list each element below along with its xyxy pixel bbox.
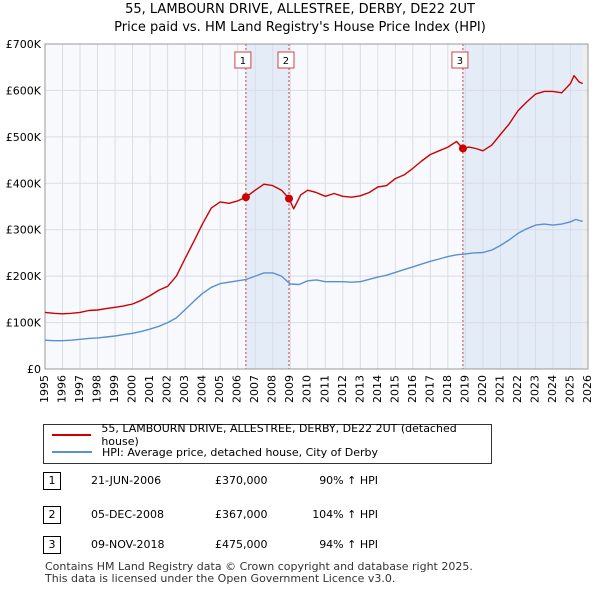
x-tick-label: 2008	[266, 375, 279, 403]
y-tick-label: £700K	[6, 38, 42, 51]
y-tick-label: £100K	[6, 317, 42, 330]
shaded-period-1	[245, 44, 289, 369]
x-tick-label: 2011	[318, 375, 331, 403]
projection-region	[582, 44, 588, 369]
y-tick-label: £400K	[6, 177, 42, 190]
sale-marker-label: 1	[240, 56, 246, 67]
footer-attribution: Contains HM Land Registry data © Crown c…	[45, 561, 473, 585]
sale-point	[284, 194, 293, 203]
sale-hpi-change: 104% ↑ HPI	[312, 508, 378, 521]
y-tick-label: £0	[27, 363, 41, 376]
x-tick-label: 2018	[441, 375, 454, 403]
x-tick-label: 2004	[196, 375, 209, 403]
y-tick-label: £600K	[6, 84, 42, 97]
sale-hpi-change: 90% ↑ HPI	[319, 474, 378, 487]
sale-marker-box	[234, 51, 252, 69]
sale-row: 2 05-DEC-2008 £367,000 104% ↑ HPI	[43, 506, 403, 526]
sale-row: 1 21-JUN-2006 £370,000 90% ↑ HPI	[43, 472, 403, 492]
shaded-period-2	[462, 44, 583, 369]
legend-swatch-property	[52, 434, 92, 436]
legend-entry-hpi: HPI: Average price, detached house, City…	[52, 444, 378, 460]
sale-number-badge: 2	[43, 506, 61, 524]
x-tick-label: 2010	[301, 375, 314, 403]
sale-number-badge: 3	[43, 536, 61, 554]
sale-hpi-change: 94% ↑ HPI	[319, 538, 378, 551]
sale-date: 21-JUN-2006	[91, 474, 162, 487]
sale-price: £475,000	[215, 538, 268, 551]
x-tick-label: 2014	[371, 375, 384, 403]
sale-marker-label: 3	[457, 56, 463, 67]
y-tick-label: £500K	[6, 131, 42, 144]
legend-label-property: 55, LAMBOURN DRIVE, ALLESTREE, DERBY, DE…	[101, 422, 457, 448]
x-tick-label: 2021	[493, 375, 506, 403]
y-tick-label: £200K	[6, 270, 42, 283]
chart-title: 55, LAMBOURN DRIVE, ALLESTREE, DERBY, DE…	[125, 2, 475, 17]
x-tick-label: 1999	[108, 375, 121, 403]
x-tick-label: 2026	[581, 375, 594, 403]
footer-line-2: This data is licensed under the Open Gov…	[45, 572, 396, 585]
x-tick-label: 2024	[546, 375, 559, 403]
x-tick-label: 2006	[231, 375, 244, 403]
plot-frame	[44, 43, 589, 370]
sale-row: 3 09-NOV-2018 £475,000 94% ↑ HPI	[43, 536, 403, 556]
x-tick-label: 1995	[38, 375, 51, 403]
series-line-property	[44, 74, 583, 315]
sale-marker-box	[277, 51, 295, 69]
sale-price: £370,000	[215, 474, 268, 487]
x-tick-label: 2023	[528, 375, 541, 403]
legend-entry-property: 55, LAMBOURN DRIVE, ALLESTREE, DERBY, DE…	[52, 422, 491, 448]
legend-label-hpi: HPI: Average price, detached house, City…	[102, 445, 379, 459]
x-tick-label: 2005	[213, 375, 226, 403]
x-tick-label: 2019	[458, 375, 471, 403]
x-tick-label: 2020	[476, 375, 489, 403]
x-tick-label: 2001	[143, 375, 156, 403]
x-tick-label: 2015	[388, 375, 401, 403]
series-line-hpi	[44, 218, 583, 342]
sale-date: 05-DEC-2008	[91, 508, 165, 521]
y-tick-label: £300K	[6, 224, 42, 237]
x-tick-label: 2025	[563, 375, 576, 403]
sale-point	[241, 193, 250, 202]
sale-number-badge: 1	[43, 472, 61, 490]
x-tick-label: 2013	[353, 375, 366, 403]
x-tick-label: 2002	[161, 375, 174, 403]
x-tick-label: 2017	[423, 375, 436, 403]
x-tick-label: 1996	[56, 375, 69, 403]
sale-marker-box	[451, 51, 469, 69]
x-tick-label: 2022	[511, 375, 524, 403]
sale-date: 09-NOV-2018	[91, 538, 165, 551]
x-tick-label: 2012	[336, 375, 349, 403]
x-tick-label: 2016	[406, 375, 419, 403]
price-chart: £0 £100K £200K £300K £400K £500K £600K £700K 199…	[6, 38, 594, 403]
x-tick-label: 2003	[178, 375, 191, 403]
sale-point	[458, 144, 467, 153]
x-tick-label: 2000	[126, 375, 139, 403]
x-tick-label: 1997	[73, 375, 86, 403]
x-tick-label: 2007	[248, 375, 261, 403]
sale-marker-label: 2	[283, 56, 289, 67]
sale-price: £367,000	[215, 508, 268, 521]
x-tick-label: 1998	[91, 375, 104, 403]
chart-subtitle: Price paid vs. HM Land Registry's House …	[114, 20, 486, 35]
x-tick-label: 2009	[283, 375, 296, 403]
legend-swatch-hpi	[52, 451, 92, 453]
footer-line-1: Contains HM Land Registry data © Crown c…	[45, 560, 473, 573]
legend: 55, LAMBOURN DRIVE, ALLESTREE, DERBY, DE…	[43, 422, 492, 464]
